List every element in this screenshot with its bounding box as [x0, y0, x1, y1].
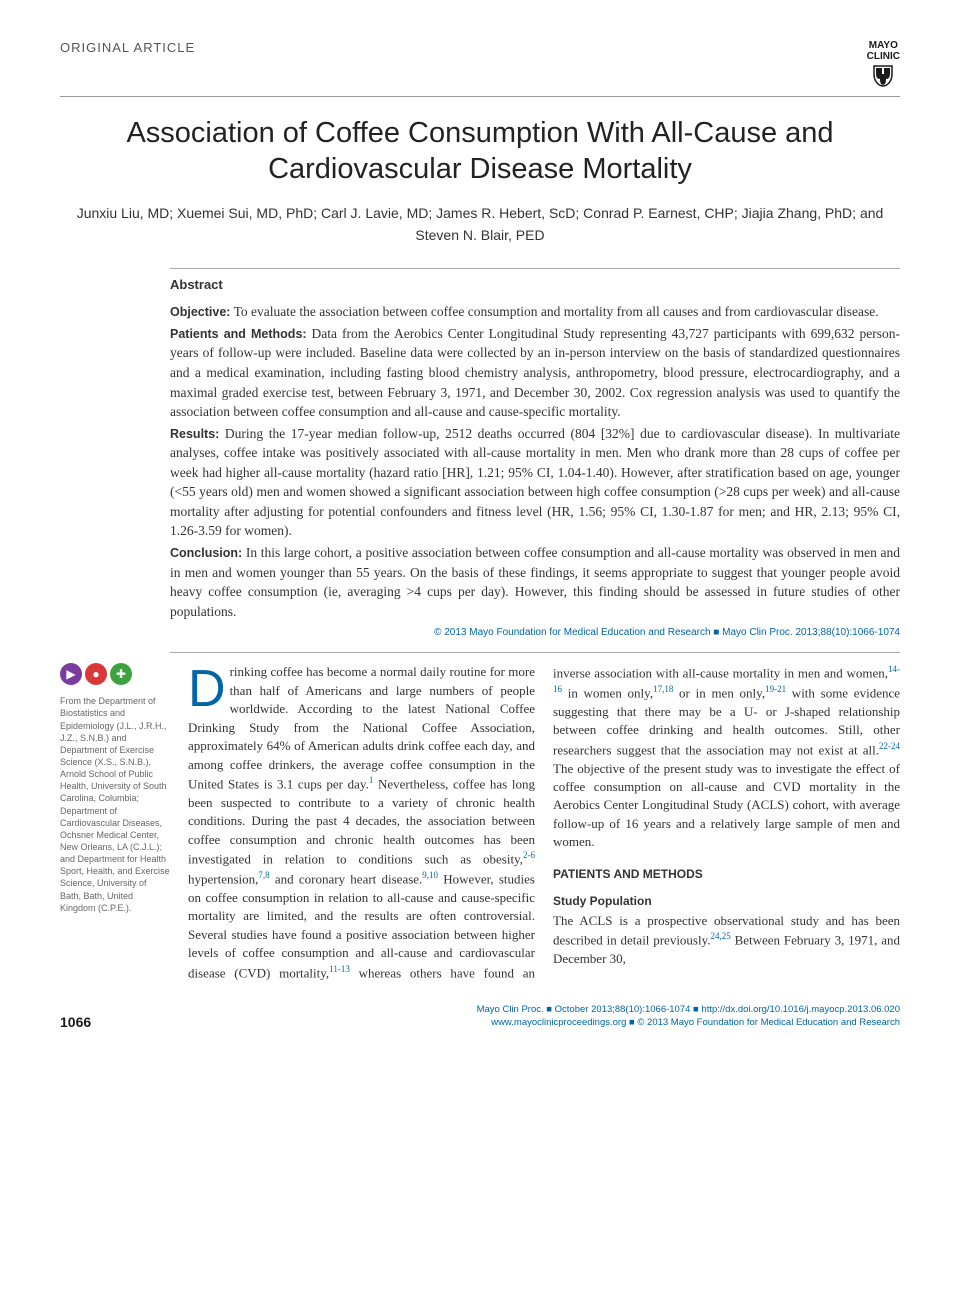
copyright-line: © 2013 Mayo Foundation for Medical Educa…	[170, 627, 900, 638]
article-type: ORIGINAL ARTICLE	[60, 40, 195, 55]
p1g: in women only,	[562, 685, 653, 700]
study-population-paragraph: The ACLS is a prospective observational …	[553, 912, 900, 969]
ref-11-13[interactable]: 11-13	[329, 964, 350, 974]
badge-record-icon[interactable]: ●	[85, 663, 107, 685]
abstract-top-rule	[170, 268, 900, 269]
affiliation-text: From the Department of Biostatistics and…	[60, 695, 170, 914]
abstract-patients: Patients and Methods: Data from the Aero…	[170, 324, 900, 422]
ref-24-25[interactable]: 24,25	[711, 931, 731, 941]
body-columns: Drinking coffee has become a normal dail…	[188, 663, 900, 982]
footer-line-1: Mayo Clin Proc. ■ October 2013;88(10):10…	[477, 1004, 900, 1017]
p1e: However, studies on coffee consumption i…	[188, 871, 535, 980]
objective-label: Objective:	[170, 305, 230, 319]
conclusion-text: In this large cohort, a positive associa…	[170, 545, 900, 619]
sidebar: ▶ ● ✚ From the Department of Biostatisti…	[60, 663, 170, 982]
page-number: 1066	[60, 1014, 91, 1030]
ref-17-18[interactable]: 17,18	[653, 684, 673, 694]
results-text: During the 17-year median follow-up, 251…	[170, 426, 900, 539]
mayo-logo: MAYO CLINIC	[867, 40, 900, 90]
patients-label: Patients and Methods:	[170, 327, 307, 341]
badge-video-icon[interactable]: ▶	[60, 663, 82, 685]
p1j: The objective of the present study was t…	[553, 761, 900, 850]
shield-icon	[870, 64, 896, 90]
ref-19-21[interactable]: 19-21	[765, 684, 786, 694]
article-title: Association of Coffee Consumption With A…	[60, 115, 900, 188]
logo-text-1: MAYO	[867, 40, 900, 51]
patients-methods-heading: PATIENTS AND METHODS	[553, 866, 900, 883]
header-row: ORIGINAL ARTICLE MAYO CLINIC	[60, 40, 900, 90]
ref-7-8[interactable]: 7,8	[258, 870, 269, 880]
ref-2-6[interactable]: 2-6	[523, 850, 535, 860]
abstract-heading: Abstract	[170, 277, 900, 292]
dropcap: D	[188, 663, 230, 711]
abstract-block: Abstract Objective: To evaluate the asso…	[170, 268, 900, 653]
abstract-objective: Objective: To evaluate the association b…	[170, 302, 900, 322]
ref-9-10[interactable]: 9,10	[422, 870, 438, 880]
p1a: rinking coffee has become a normal daily…	[188, 664, 535, 791]
footer-citation: Mayo Clin Proc. ■ October 2013;88(10):10…	[477, 1004, 900, 1030]
page-footer: 1066 Mayo Clin Proc. ■ October 2013;88(1…	[60, 1004, 900, 1030]
results-label: Results:	[170, 427, 219, 441]
badge-row: ▶ ● ✚	[60, 663, 170, 685]
abstract-conclusion: Conclusion: In this large cohort, a posi…	[170, 543, 900, 621]
abstract-results: Results: During the 17-year median follo…	[170, 424, 900, 541]
p1c: hypertension,	[188, 871, 258, 886]
p1d: and coronary heart disease.	[270, 871, 423, 886]
body-row: ▶ ● ✚ From the Department of Biostatisti…	[60, 663, 900, 982]
p1h: or in men only,	[673, 685, 765, 700]
study-population-heading: Study Population	[553, 893, 900, 910]
header-rule	[60, 96, 900, 97]
objective-text: To evaluate the association between coff…	[234, 304, 879, 319]
abstract-bottom-rule	[170, 652, 900, 653]
authors-list: Junxiu Liu, MD; Xuemei Sui, MD, PhD; Car…	[60, 202, 900, 247]
footer-line-2: www.mayoclinicproceedings.org ■ © 2013 M…	[477, 1017, 900, 1030]
badge-cme-icon[interactable]: ✚	[110, 663, 132, 685]
conclusion-label: Conclusion:	[170, 546, 242, 560]
logo-text-2: CLINIC	[867, 51, 900, 62]
ref-22-24[interactable]: 22-24	[879, 741, 900, 751]
